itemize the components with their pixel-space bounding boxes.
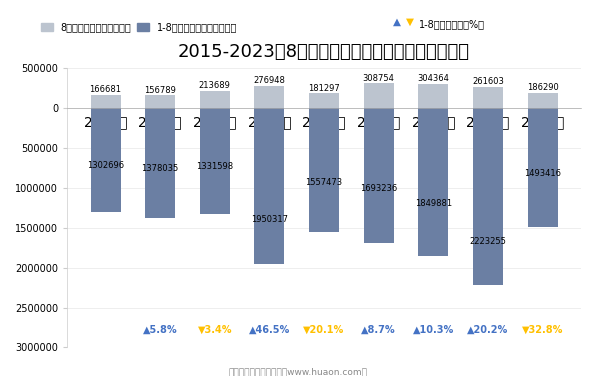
Text: ▼3.4%: ▼3.4% (197, 325, 232, 335)
Text: 1493416: 1493416 (524, 169, 561, 178)
Text: ▲5.8%: ▲5.8% (143, 325, 178, 335)
Text: 156789: 156789 (144, 86, 176, 95)
Legend: 8月进出口总额（万美元）, 1-8月进出口总额（万美元）: 8月进出口总额（万美元）, 1-8月进出口总额（万美元） (41, 23, 237, 32)
Text: ▲20.2%: ▲20.2% (467, 325, 508, 335)
Text: 1-8月同比增速（%）: 1-8月同比增速（%） (419, 20, 485, 30)
Text: 2223255: 2223255 (470, 237, 507, 246)
Bar (527, 108, 558, 227)
Text: ▲8.7%: ▲8.7% (361, 325, 396, 335)
Bar (418, 83, 448, 108)
Text: ▼32.8%: ▼32.8% (522, 325, 563, 335)
Text: ▲46.5%: ▲46.5% (249, 325, 290, 335)
Bar (200, 91, 230, 108)
Text: 1331598: 1331598 (196, 162, 234, 171)
Bar (200, 108, 230, 214)
Text: 1950317: 1950317 (251, 215, 288, 224)
Text: 308754: 308754 (363, 74, 395, 82)
Bar (364, 108, 394, 243)
Bar (418, 108, 448, 256)
Text: 186290: 186290 (527, 83, 558, 92)
Text: ▼20.1%: ▼20.1% (303, 325, 344, 335)
Bar (309, 93, 339, 108)
Bar (91, 94, 120, 108)
Text: 1693236: 1693236 (360, 185, 398, 194)
Text: 1302696: 1302696 (87, 161, 124, 170)
Text: 制图：华经产业研究院（www.huaon.com）: 制图：华经产业研究院（www.huaon.com） (228, 367, 368, 376)
Text: 261603: 261603 (472, 77, 504, 86)
Text: ▲10.3%: ▲10.3% (412, 325, 454, 335)
Title: 2015-2023年8月苏州工业园综合保税区进出口总额: 2015-2023年8月苏州工业园综合保税区进出口总额 (178, 43, 470, 61)
Bar (364, 83, 394, 108)
Bar (254, 108, 284, 264)
Text: 276948: 276948 (253, 76, 285, 85)
Text: 166681: 166681 (89, 85, 122, 94)
Bar (254, 86, 284, 108)
Text: ▲: ▲ (393, 17, 402, 27)
Text: 1378035: 1378035 (141, 164, 179, 173)
Text: 181297: 181297 (308, 84, 340, 93)
Bar (473, 108, 503, 285)
Bar (309, 108, 339, 232)
Text: 213689: 213689 (199, 81, 231, 90)
Bar (145, 108, 175, 218)
Bar (473, 87, 503, 108)
Bar (527, 93, 558, 108)
Text: ▼: ▼ (406, 17, 414, 27)
Bar (91, 108, 120, 212)
Text: 1849881: 1849881 (415, 199, 452, 208)
Text: 304364: 304364 (417, 74, 449, 83)
Text: 1557473: 1557473 (306, 178, 343, 187)
Bar (145, 95, 175, 108)
